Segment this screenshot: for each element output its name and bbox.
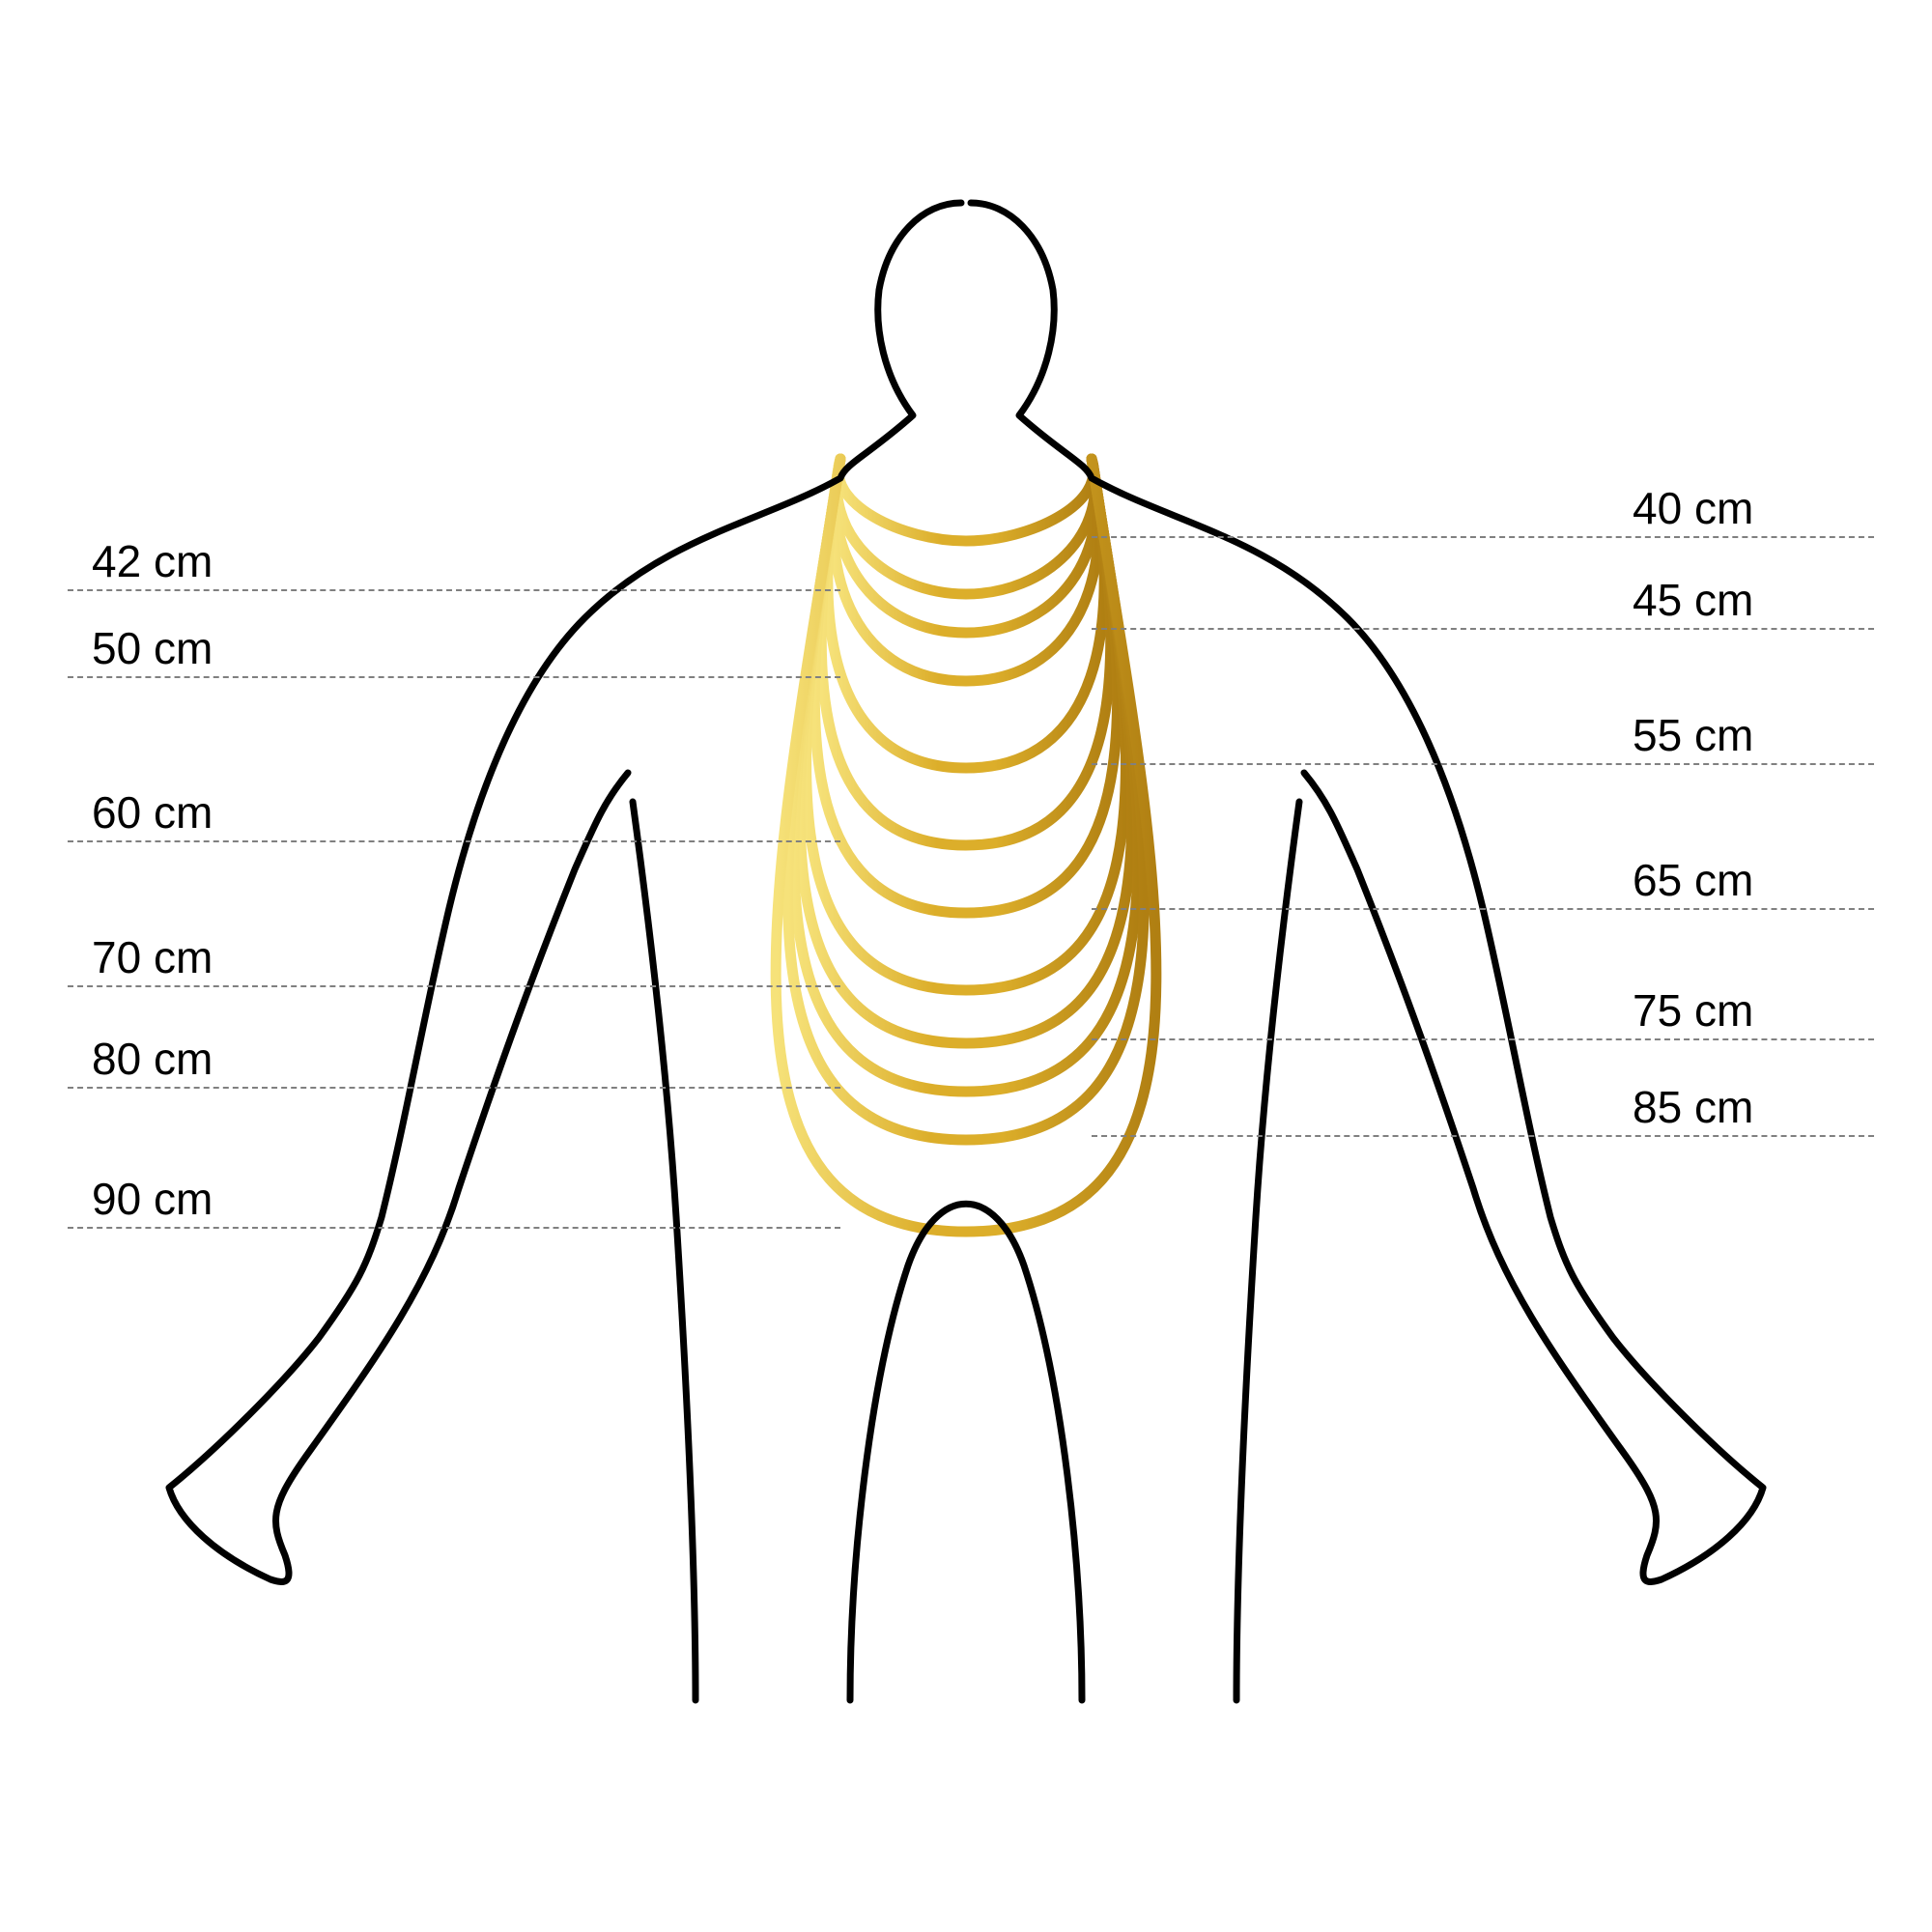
necklace-chain	[800, 459, 1132, 1043]
measurement-label: 65 cm	[1633, 858, 1753, 902]
guide-line	[1092, 908, 1874, 910]
diagram-svg	[0, 0, 1932, 1932]
guide-line	[68, 676, 840, 678]
necklace-chain	[828, 459, 1104, 768]
guide-line	[1092, 1038, 1874, 1040]
necklace-chain	[834, 459, 1099, 681]
measurement-label: 42 cm	[92, 539, 213, 583]
guide-line	[68, 840, 840, 842]
measurement-label: 45 cm	[1633, 578, 1753, 622]
guide-line	[1092, 536, 1874, 538]
measurement-label: 75 cm	[1633, 988, 1753, 1033]
measurement-label: 70 cm	[92, 935, 213, 980]
guide-line	[1092, 1135, 1874, 1137]
measurement-label: 85 cm	[1633, 1085, 1753, 1129]
guide-line	[1092, 628, 1874, 630]
guide-line	[68, 589, 840, 591]
measurement-label: 50 cm	[92, 626, 213, 670]
guide-line	[1092, 763, 1874, 765]
measurement-label: 80 cm	[92, 1037, 213, 1081]
guide-line	[68, 1087, 840, 1089]
measurement-label: 40 cm	[1633, 486, 1753, 530]
body-silhouette	[169, 203, 1763, 1700]
necklace-chain	[838, 459, 1094, 541]
guide-line	[68, 985, 840, 987]
measurement-label: 60 cm	[92, 790, 213, 835]
necklace-length-diagram: 42 cm 50 cm 60 cm 70 cm 80 cm 90 cm 40 cm 45 cm…	[0, 0, 1932, 1932]
necklace-chain	[837, 459, 1094, 594]
necklaces-group	[776, 459, 1156, 1232]
guide-line	[68, 1227, 840, 1229]
measurement-label: 90 cm	[92, 1177, 213, 1221]
measurement-label: 55 cm	[1633, 713, 1753, 757]
